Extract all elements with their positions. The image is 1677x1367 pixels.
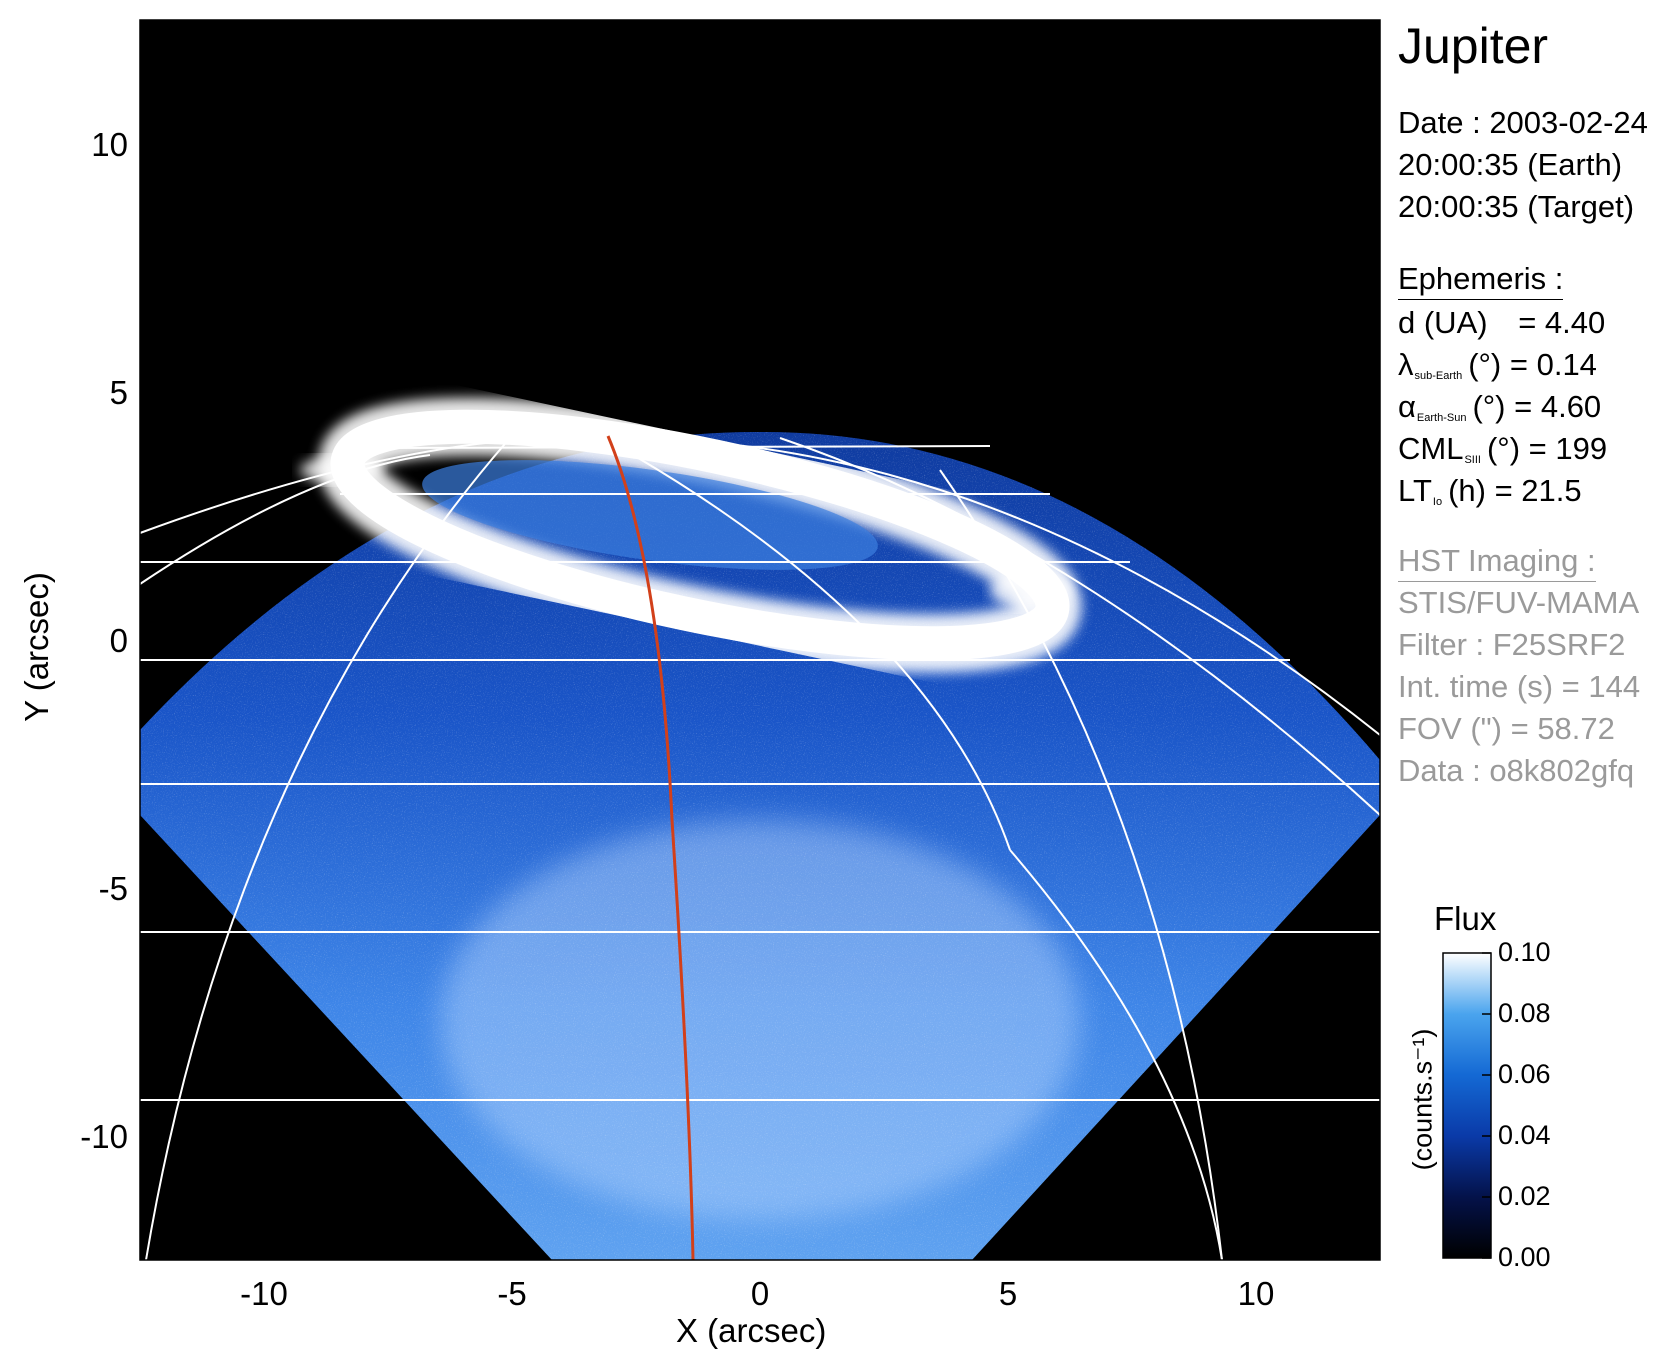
y-tick-label: 10 xyxy=(91,126,128,163)
lambda-value: = 0.14 xyxy=(1509,347,1597,382)
lt-value: = 21.5 xyxy=(1494,473,1582,508)
colorbar-tick-marks xyxy=(1482,952,1491,1259)
lt-symbol: LT xyxy=(1398,473,1432,508)
cml-value: = 199 xyxy=(1528,431,1608,466)
x-tick-label: 5 xyxy=(999,1275,1017,1312)
time-earth: 20:00:35 (Earth) xyxy=(1398,147,1623,182)
colorbar-unit-label: (counts.s⁻¹) xyxy=(1407,1028,1438,1171)
cml-unit: (°) xyxy=(1486,431,1521,466)
y-tick-labels: 10 5 0 -5 -10 xyxy=(80,126,128,1155)
time-target: 20:00:35 (Target) xyxy=(1398,189,1635,224)
lt-row: LTIo (h) = 21.5 xyxy=(1398,470,1582,523)
cml-row: CMLSIII (°) = 199 xyxy=(1398,428,1607,481)
integration-time: Int. time (s) = 144 xyxy=(1398,669,1641,704)
lambda-unit: (°) xyxy=(1468,347,1502,382)
central-meridian-line xyxy=(606,435,695,1260)
plot-frame xyxy=(139,19,1381,1261)
alpha-symbol: α xyxy=(1398,389,1416,424)
cml-subscript: SIII xyxy=(1464,454,1481,466)
distance-value: = 4.40 xyxy=(1518,305,1606,340)
observation-date: Date : 2003-02-24 xyxy=(1398,105,1648,140)
alpha-row: αEarth-Sun (°) = 4.60 xyxy=(1398,386,1601,439)
hst-imaging-header: HST Imaging : xyxy=(1398,543,1596,582)
colorbar-tick-label: 0.10 xyxy=(1498,937,1551,967)
distance-label: d (UA) xyxy=(1398,305,1488,340)
y-tick-label: -10 xyxy=(80,1118,128,1155)
colorbar-title: Flux xyxy=(1434,900,1497,937)
y-tick-label: 5 xyxy=(110,374,128,411)
x-tick-label: -5 xyxy=(497,1275,526,1312)
x-axis-label: X (arcsec) xyxy=(676,1312,827,1349)
lambda-subscript: sub-Earth xyxy=(1414,370,1463,382)
field-of-view: FOV (") = 58.72 xyxy=(1398,711,1615,746)
ephemeris-header: Ephemeris : xyxy=(1398,261,1564,300)
alpha-subscript: Earth-Sun xyxy=(1416,412,1467,424)
filter: Filter : F25SRF2 xyxy=(1398,627,1626,662)
x-tick-label: 10 xyxy=(1238,1275,1275,1312)
alpha-value: = 4.60 xyxy=(1514,389,1602,424)
y-tick-label: -5 xyxy=(99,870,128,907)
colorbar-tick-label: 0.08 xyxy=(1498,998,1551,1028)
lambda-symbol: λ xyxy=(1398,347,1414,382)
x-tick-label: 0 xyxy=(751,1275,769,1312)
instrument: STIS/FUV-MAMA xyxy=(1398,585,1640,620)
lt-subscript: Io xyxy=(1432,496,1443,508)
alpha-unit: (°) xyxy=(1472,389,1506,424)
target-name: Jupiter xyxy=(1398,18,1549,74)
colorbar-tick-label: 0.00 xyxy=(1498,1242,1551,1272)
x-tick-label: -10 xyxy=(240,1275,288,1312)
lt-unit: (h) xyxy=(1448,473,1486,508)
dataset-id: Data : o8k802gfq xyxy=(1398,753,1635,788)
auroral-oval xyxy=(300,397,1082,673)
colorbar-tick-label: 0.06 xyxy=(1498,1059,1551,1089)
distance-row: d (UA) = 4.40 xyxy=(1398,302,1605,344)
lambda-row: λsub-Earth (°) = 0.14 xyxy=(1398,344,1597,397)
colorbar xyxy=(1442,952,1492,1259)
y-axis-label: Y (arcsec) xyxy=(17,572,55,722)
y-tick-label: 0 xyxy=(110,622,128,659)
x-tick-labels: -10 -5 0 5 10 xyxy=(240,1275,1274,1312)
cml-symbol: CML xyxy=(1398,431,1464,466)
longitude-grid xyxy=(140,435,1380,1260)
colorbar-tick-label: 0.04 xyxy=(1498,1120,1551,1150)
colorbar-tick-label: 0.02 xyxy=(1498,1181,1551,1211)
